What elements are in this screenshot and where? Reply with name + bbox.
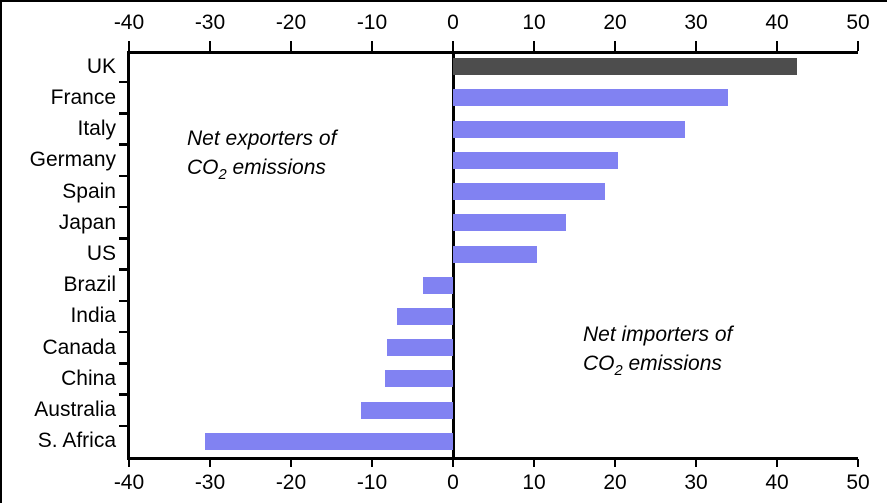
category-tick-6 xyxy=(119,237,127,240)
category-label-s-africa: S. Africa xyxy=(37,429,116,453)
bottom-axis-line xyxy=(129,457,858,460)
bottom-tick-20 xyxy=(613,459,617,467)
co2-subscript: 2 xyxy=(218,167,227,184)
bar-india xyxy=(397,307,453,325)
category-label-italy: Italy xyxy=(77,117,116,141)
bottom-tick-label-20: 20 xyxy=(603,471,627,494)
bar-brazil xyxy=(423,276,453,294)
category-label-india: India xyxy=(70,304,116,328)
bottom-tick-label--40: -40 xyxy=(113,471,145,494)
top-tick-label-40: 40 xyxy=(765,11,789,34)
top-tick-40 xyxy=(775,41,779,51)
annotation-net-importers-line2: CO2 emissions xyxy=(583,352,722,380)
bottom-tick-label--30: -30 xyxy=(194,471,226,494)
bottom-tick--40 xyxy=(127,459,131,467)
category-tick-10 xyxy=(119,362,127,365)
top-tick-label-0: 0 xyxy=(447,11,459,34)
category-label-uk: UK xyxy=(86,54,116,78)
co2-subscript: 2 xyxy=(614,363,623,380)
category-tick-1 xyxy=(119,80,127,84)
category-tick-3 xyxy=(119,143,127,146)
top-tick-10 xyxy=(532,41,536,51)
bottom-tick-50 xyxy=(856,459,860,467)
category-label-france: France xyxy=(50,85,116,109)
top-tick-0 xyxy=(451,41,455,51)
bottom-tick--20 xyxy=(289,459,293,467)
bottom-tick-10 xyxy=(532,459,536,467)
bar-australia xyxy=(361,401,453,419)
bottom-tick-label-50: 50 xyxy=(846,471,870,494)
category-tick-8 xyxy=(119,299,127,303)
bottom-tick-label-0: 0 xyxy=(447,471,459,494)
bottom-tick-label-30: 30 xyxy=(684,471,708,494)
category-label-china: China xyxy=(61,366,116,390)
top-tick--10 xyxy=(370,41,374,51)
bar-france xyxy=(453,89,729,107)
bar-us xyxy=(453,245,538,263)
annotation-net-exporters-line2: CO2 emissions xyxy=(187,156,326,184)
annotation-net-exporters-line1: Net exporters of xyxy=(187,127,337,150)
bar-s-africa xyxy=(205,432,453,450)
category-label-brazil: Brazil xyxy=(63,273,116,297)
top-tick-label-10: 10 xyxy=(522,11,546,34)
category-tick-12 xyxy=(119,424,127,428)
category-label-us: US xyxy=(86,242,116,265)
category-label-spain: Spain xyxy=(62,179,116,203)
top-tick-label--20: -20 xyxy=(275,11,307,34)
bar-uk xyxy=(453,58,798,76)
top-tick-50 xyxy=(856,41,860,51)
bar-japan xyxy=(453,214,567,232)
bottom-tick-label-40: 40 xyxy=(765,471,789,494)
category-axis-line xyxy=(127,51,130,460)
category-tick-5 xyxy=(119,205,127,209)
bottom-tick-label--10: -10 xyxy=(356,471,388,494)
annotation-net-exporters: Net exporters of CO2 emissions xyxy=(187,124,337,184)
bar-china xyxy=(384,370,453,388)
bar-canada xyxy=(386,339,453,357)
category-label-japan: Japan xyxy=(58,210,116,234)
category-tick-4 xyxy=(119,174,127,178)
category-tick-2 xyxy=(119,112,127,115)
category-tick-7 xyxy=(119,268,127,271)
annotation-net-importers: Net importers of CO2 emissions xyxy=(583,320,733,380)
category-tick-11 xyxy=(119,393,127,396)
top-tick-30 xyxy=(694,41,698,51)
top-tick-label--10: -10 xyxy=(356,11,388,34)
top-tick-label-50: 50 xyxy=(846,11,870,34)
bottom-tick-0 xyxy=(451,459,455,467)
top-tick-20 xyxy=(613,41,617,51)
bar-italy xyxy=(453,120,686,138)
top-tick--20 xyxy=(289,41,293,51)
top-tick-label--30: -30 xyxy=(194,11,226,34)
category-label-australia: Australia xyxy=(34,398,116,422)
top-tick-label-20: 20 xyxy=(603,11,627,34)
bottom-tick-30 xyxy=(694,459,698,467)
bottom-tick--10 xyxy=(370,459,374,467)
bottom-tick-label--20: -20 xyxy=(275,471,307,494)
bar-germany xyxy=(453,151,619,169)
bottom-tick-40 xyxy=(775,459,779,467)
top-tick-label--40: -40 xyxy=(113,11,145,34)
top-tick--40 xyxy=(127,41,131,51)
category-tick-9 xyxy=(119,330,127,334)
category-label-canada: Canada xyxy=(42,335,116,359)
category-label-germany: Germany xyxy=(29,148,116,172)
top-tick--30 xyxy=(208,41,212,51)
top-tick-label-30: 30 xyxy=(684,11,708,34)
bottom-tick-label-10: 10 xyxy=(522,471,546,494)
annotation-net-importers-line1: Net importers of xyxy=(583,323,733,346)
top-axis-line xyxy=(129,51,858,54)
bar-spain xyxy=(453,183,606,201)
bottom-tick--30 xyxy=(208,459,212,467)
